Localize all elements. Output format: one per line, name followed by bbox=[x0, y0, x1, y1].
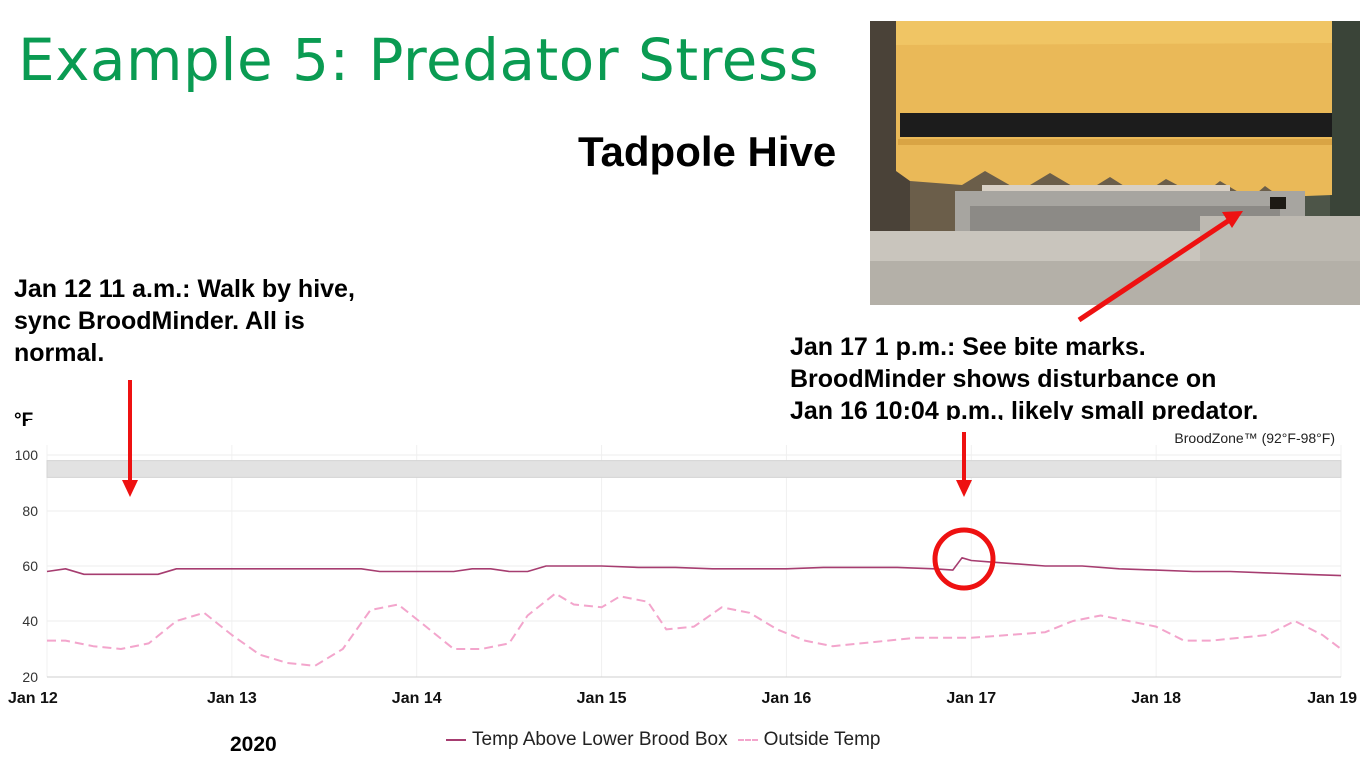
x-tick-label: Jan 16 bbox=[762, 690, 812, 707]
x-tick-labels: Jan 12 Jan 13 Jan 14 Jan 15 Jan 16 Jan 17 Jan … bbox=[8, 690, 1357, 707]
annotation-jan17-line-2: BroodMinder shows disturbance on bbox=[790, 365, 1217, 393]
y-tick-label: 100 bbox=[15, 447, 39, 463]
x-tick-label: Jan 18 bbox=[1131, 690, 1181, 707]
arrow-jan12-head bbox=[122, 480, 138, 497]
y-tick-label: 20 bbox=[22, 669, 38, 685]
y-tick-label: 40 bbox=[22, 613, 38, 629]
disturbance-circle bbox=[932, 527, 996, 591]
legend-item-outside[interactable]: Outside Temp bbox=[737, 729, 881, 751]
legend-label-brood: Temp Above Lower Brood Box bbox=[472, 729, 728, 750]
x-tick-label: Jan 13 bbox=[207, 690, 257, 707]
annotation-jan17-line-1: Jan 17 1 p.m.: See bite marks. bbox=[790, 333, 1146, 361]
legend-swatch-dashed bbox=[737, 739, 758, 741]
arrow-to-bite-marks bbox=[1077, 218, 1230, 323]
legend-label-outside: Outside Temp bbox=[763, 729, 881, 750]
x-tick-label: Jan 15 bbox=[577, 690, 627, 707]
chart-legend: Temp Above Lower Brood Box Outside Temp bbox=[446, 729, 880, 751]
chart-gridlines bbox=[46, 445, 1342, 678]
plot-background bbox=[28, 420, 1358, 684]
arrow-to-bite-marks-head bbox=[1222, 211, 1243, 228]
y-tick-label: 60 bbox=[22, 558, 38, 574]
annotation-jan12: Jan 12 11 a.m.: Walk by hive, sync Brood… bbox=[14, 275, 355, 367]
y-tick-labels: 20 40 60 80 100 bbox=[15, 447, 39, 685]
brood-zone-band-layer bbox=[46, 460, 1342, 478]
y-tick-label: 80 bbox=[22, 503, 38, 519]
hive-photo-illustration bbox=[870, 21, 1360, 305]
hive-entrance-photo bbox=[870, 21, 1360, 305]
x-tick-label: Jan 12 bbox=[8, 690, 58, 707]
x-tick-label: Jan 17 bbox=[946, 690, 996, 707]
legend-item-brood[interactable]: Temp Above Lower Brood Box bbox=[446, 729, 728, 751]
hive-name: Tadpole Hive bbox=[578, 128, 837, 175]
brood-zone-label: BroodZone™ (92°F-98°F) bbox=[1174, 430, 1335, 446]
chart-series-layer bbox=[46, 556, 1342, 667]
year-label: 2020 bbox=[230, 733, 277, 756]
series-line-brood-temp bbox=[46, 556, 1342, 577]
arrow-jan17-head bbox=[956, 480, 972, 497]
series-line-outside-temp bbox=[47, 592, 1342, 667]
x-tick-label: Jan 14 bbox=[392, 690, 442, 707]
slide-title: Example 5: Predator Stress bbox=[18, 26, 820, 94]
x-tick-label: Jan 19 bbox=[1307, 690, 1357, 707]
brood-zone-band bbox=[46, 460, 1342, 478]
legend-swatch-solid bbox=[446, 739, 466, 741]
